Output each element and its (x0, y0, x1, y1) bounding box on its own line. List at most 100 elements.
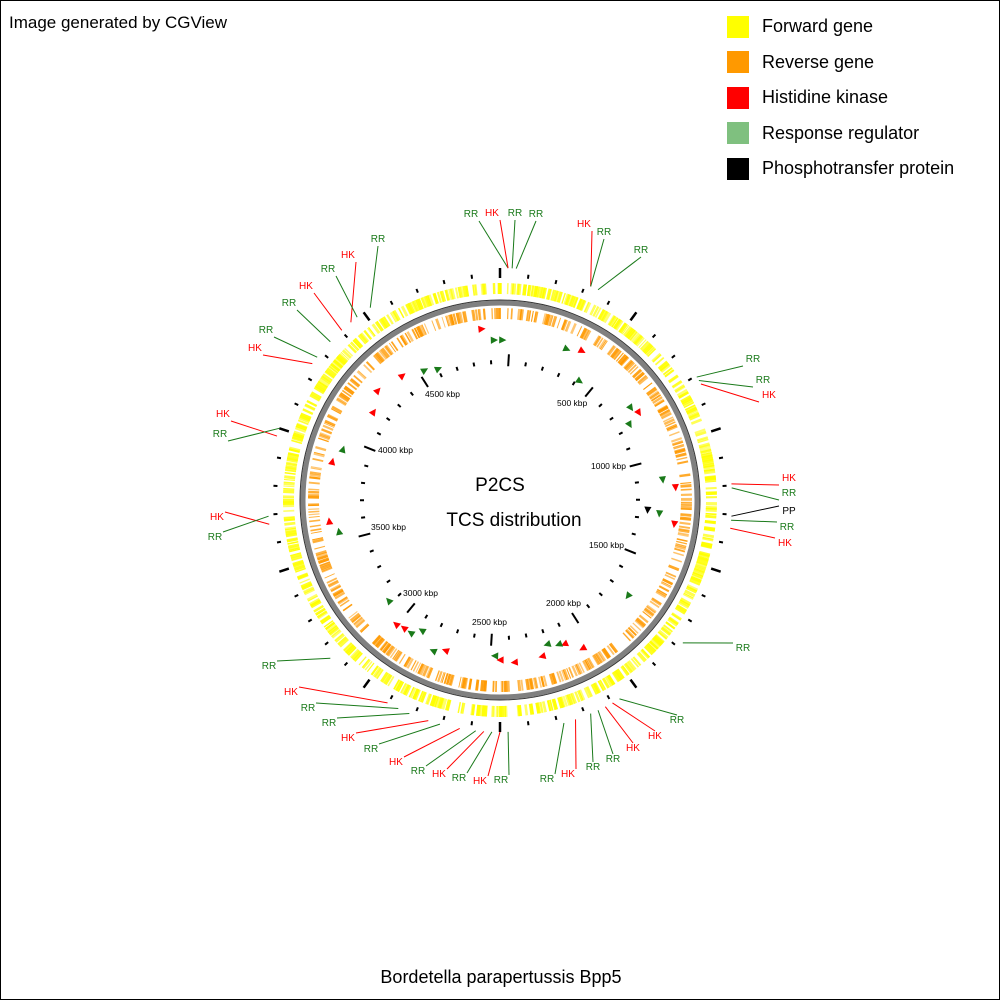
feature-label: PP (782, 506, 796, 517)
feature-label: HK (485, 208, 499, 219)
feature-leader-lines (222, 219, 780, 777)
feature-label: HK (216, 409, 230, 420)
feature-label: RR (529, 209, 543, 220)
leader-line (446, 731, 485, 770)
feature-label: HK (778, 538, 792, 549)
scale-tick-ring (358, 354, 642, 646)
kbp-label: 3500 kbp (371, 522, 406, 532)
feature-label: RR (364, 744, 378, 755)
kbp-label: 2500 kbp (472, 617, 507, 627)
leader-line (515, 220, 537, 269)
leader-line (296, 309, 331, 343)
feature-label: RR (494, 775, 508, 786)
credit-text: Image generated by CGView (9, 13, 227, 32)
legend-label: Phosphotransfer protein (762, 158, 955, 179)
leader-line (222, 515, 269, 533)
leader-line (590, 230, 593, 287)
histidine-kinase-swatch (727, 86, 749, 109)
kbp-label: 1500 kbp (589, 540, 624, 550)
feature-label: RR (782, 488, 796, 499)
leader-line (731, 483, 780, 486)
kbp-label: 4500 kbp (425, 389, 460, 399)
feature-label: RR (259, 325, 273, 336)
feature-label: RR (540, 774, 554, 785)
feature-label: HK (648, 731, 662, 742)
leader-line (730, 527, 776, 539)
feature-label: RR (756, 375, 770, 386)
leader-line (597, 710, 614, 755)
feature-label: RR (508, 208, 522, 219)
leader-line (273, 336, 318, 358)
legend-item-histidine-kinase: Histidine kinase (727, 80, 954, 116)
feature-label: HK (561, 769, 575, 780)
feature-label: RR (586, 762, 600, 773)
feature-label: RR (301, 703, 315, 714)
leader-line (487, 731, 501, 777)
leader-line (224, 511, 270, 525)
feature-label: HK (210, 512, 224, 523)
feature-label: HK (762, 390, 776, 401)
feature-label: HK (432, 769, 446, 780)
feature-label: RR (606, 754, 620, 765)
reverse-gene-swatch (727, 51, 749, 74)
feature-label: HK (782, 473, 796, 484)
feature-label: RR (736, 643, 750, 654)
map-subtitle: TCS distribution (446, 510, 581, 531)
leader-line (227, 427, 280, 442)
leader-line (700, 383, 760, 403)
legend-label: Response regulator (762, 122, 920, 143)
backbone-ring-outer-edge (299, 299, 701, 701)
feature-label: HK (473, 776, 487, 787)
legend-label: Forward gene (762, 16, 874, 37)
feature-label: RR (597, 227, 611, 238)
leader-line (378, 723, 441, 745)
feature-label: RR (464, 209, 478, 220)
reverse-gene-track (308, 307, 693, 692)
feature-label: RR (452, 773, 466, 784)
feature-label: RR (670, 715, 684, 726)
kbp-label: 2000 kbp (546, 598, 581, 608)
feature-label: HK (341, 250, 355, 261)
leader-line (499, 219, 509, 269)
feature-label: RR (411, 766, 425, 777)
feature-label: RR (634, 245, 648, 256)
legend-item-forward-gene: Forward gene (727, 9, 954, 45)
feature-label: HK (284, 687, 298, 698)
feature-label: HK (341, 733, 355, 744)
leader-line (403, 728, 460, 758)
organism-name: Bordetella parapertussis Bpp5 (380, 967, 622, 987)
legend-item-response-regulator: Response regulator (727, 116, 954, 152)
feature-label: HK (248, 343, 262, 354)
feature-label: RR (262, 661, 276, 672)
tcs-markers (326, 325, 679, 666)
leader-line (369, 245, 379, 308)
feature-label: RR (213, 429, 227, 440)
leader-line (731, 487, 780, 501)
leader-line (511, 219, 516, 269)
leader-line (590, 713, 594, 763)
legend-item-reverse-gene: Reverse gene (727, 45, 954, 81)
leader-line (478, 220, 509, 269)
feature-labels: RR HK RR RR HK RR RR RR RR HK HK RR PP RR HK RR RR HK HK RR… (208, 208, 796, 787)
feature-label: RR (371, 234, 385, 245)
outer-tick-ring (273, 268, 727, 732)
feature-label: RR (321, 264, 335, 275)
kbp-label: 3000 kbp (403, 588, 438, 598)
legend: Forward gene Reverse gene Histidine kina… (727, 9, 954, 187)
leader-line (350, 261, 357, 323)
scale-labels: 500 kbp 1000 kbp 1500 kbp 2000 kbp 2500 … (371, 389, 626, 627)
leader-line (590, 238, 605, 287)
legend-label: Reverse gene (762, 51, 875, 72)
leader-line (315, 702, 399, 710)
feature-label: RR (208, 532, 222, 543)
leader-line (466, 731, 493, 774)
leader-line (554, 722, 565, 775)
feature-label: HK (577, 219, 591, 230)
leader-line (335, 275, 358, 318)
forward-gene-swatch (727, 15, 749, 38)
leader-line (731, 505, 780, 517)
feature-label: RR (322, 718, 336, 729)
feature-label: RR (780, 522, 794, 533)
